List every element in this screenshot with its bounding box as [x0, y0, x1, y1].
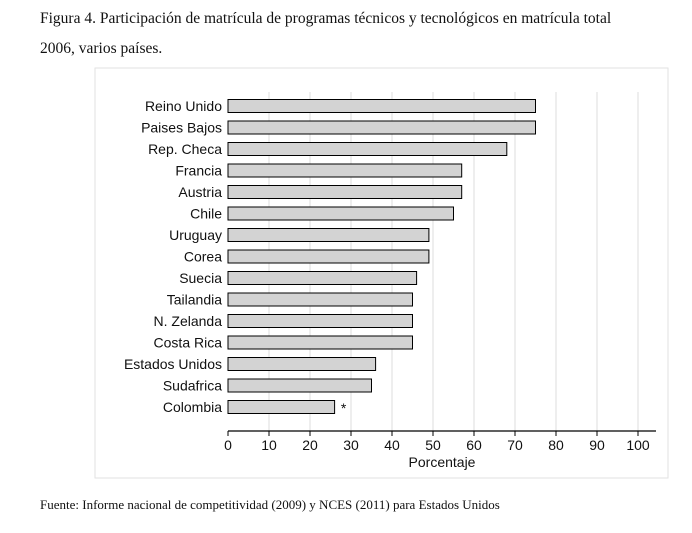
x-tick-label: 90: [589, 437, 605, 453]
x-tick-label: 0: [224, 437, 232, 453]
category-label: Corea: [184, 249, 222, 265]
source-note: Fuente: Informe nacional de competitivid…: [40, 497, 500, 512]
category-label: Austria: [178, 184, 222, 200]
bar: [227, 357, 377, 371]
category-label: Tailandia: [167, 292, 222, 308]
x-tick-label: 10: [261, 437, 277, 453]
bar: [227, 228, 430, 242]
bar: [227, 163, 463, 178]
bar-annotation: *: [341, 400, 347, 416]
category-label: Colombia: [163, 399, 222, 415]
x-tick-label: 100: [626, 437, 650, 453]
figure-caption-line1: Figura 4. Participación de matrícula de …: [40, 10, 612, 27]
bar: [227, 271, 418, 285]
x-axis-label: Porcentaje: [409, 454, 476, 470]
bar: [227, 249, 430, 264]
category-label: Suecia: [179, 270, 222, 286]
category-label: Uruguay: [169, 227, 222, 243]
x-tick-label: 80: [548, 437, 564, 453]
bar: [227, 378, 372, 393]
category-label: Sudafrica: [163, 378, 222, 394]
bar: [227, 314, 413, 328]
chart-frame: [94, 67, 669, 479]
x-tick-label: 30: [343, 437, 359, 453]
category-label: Paises Bajos: [141, 120, 222, 136]
x-tick-label: 70: [507, 437, 523, 453]
category-label: Chile: [190, 206, 222, 222]
category-label: Rep. Checa: [148, 141, 222, 157]
bar: [227, 206, 454, 221]
x-tick-label: 60: [466, 437, 482, 453]
bar: [227, 185, 463, 199]
category-label: Costa Rica: [154, 335, 223, 351]
bar: [227, 99, 536, 113]
figure-caption-line2: 2006, varios países.: [40, 40, 163, 57]
bar: [227, 292, 413, 307]
x-tick-label: 20: [302, 437, 318, 453]
x-tick-label: 40: [384, 437, 400, 453]
bar: [227, 400, 336, 414]
bar: [227, 120, 536, 135]
category-label: Reino Unido: [145, 98, 222, 114]
category-label: Francia: [175, 163, 222, 179]
bar: [227, 335, 413, 350]
category-label: Estados Unidos: [124, 356, 222, 372]
x-tick-label: 50: [425, 437, 441, 453]
bar: [227, 142, 508, 156]
category-label: N. Zelanda: [154, 313, 223, 329]
